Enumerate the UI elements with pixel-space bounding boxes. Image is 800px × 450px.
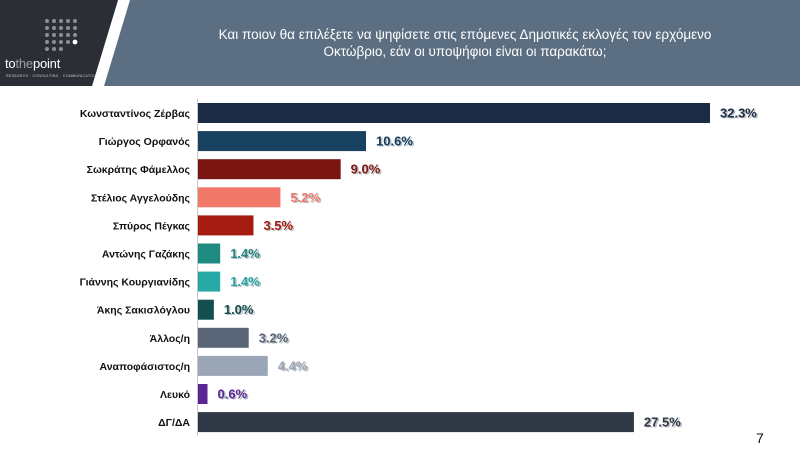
bar	[198, 299, 214, 320]
logo-wordmark-the: the	[15, 56, 33, 71]
bar-chart: Κωνσταντίνος Ζέρβας 32.3%32.3%Γιώργος Ορφ…	[80, 99, 759, 437]
category-label: Λευκό	[160, 389, 190, 401]
bar	[198, 131, 367, 152]
value-label-shadow: 1.4%	[232, 247, 262, 262]
value-label-shadow: 1.4%	[232, 275, 262, 290]
page-title-line-1: Και ποιον θα επιλέξετε να ψηφίσετε στις …	[218, 27, 712, 42]
bar	[198, 243, 221, 264]
bar	[198, 327, 249, 348]
category-label: Στέλιος Αγγελούδης	[91, 192, 191, 204]
value-label: 9.0%	[351, 162, 381, 177]
logo-wordmark: tothepoint	[5, 56, 60, 71]
value-label: 1.0%	[224, 302, 254, 317]
page-title-line-2: Οκτώβριο, εάν οι υποψήφιοι είναι οι παρα…	[323, 44, 607, 59]
value-label-shadow: 10.6%	[378, 135, 415, 150]
value-label-shadow: 9.0%	[352, 163, 382, 178]
bar	[198, 412, 634, 433]
bar	[198, 187, 281, 208]
category-label: Άκης Σακισλόγλου	[97, 305, 190, 317]
category-label: ΔΓ/ΔΑ	[158, 417, 190, 429]
logo-wordmark-point: point	[32, 56, 61, 71]
value-label: 1.4%	[230, 274, 260, 289]
value-label-shadow: 1.0%	[225, 303, 255, 318]
value-label-shadow: 4.4%	[279, 359, 309, 374]
logo-dot-grid-icon	[45, 19, 78, 51]
bar	[198, 384, 208, 404]
category-label: Αντώνης Γαζάκης	[102, 249, 191, 261]
value-label-shadow: 27.5%	[645, 416, 682, 431]
value-label-shadow: 3.2%	[260, 331, 290, 346]
bar	[198, 215, 254, 236]
value-label: 4.4%	[278, 358, 308, 373]
value-label: 10.6%	[376, 134, 413, 149]
category-label: Σπύρος Πέγκας	[113, 220, 191, 232]
logo-tagline: RESEARCH · CONSULTING · COMMUNICATION	[6, 74, 98, 78]
bar	[198, 271, 221, 292]
value-label: 0.6%	[218, 387, 248, 402]
category-label: Σωκράτης Φάμελλος	[87, 164, 191, 176]
category-label: Άλλος/η	[150, 333, 190, 345]
value-label-shadow: 0.6%	[219, 388, 249, 403]
page-title: Και ποιον θα επιλέξετε να ψηφίσετε στις …	[150, 26, 780, 60]
header-bar	[0, 0, 800, 86]
bar	[198, 103, 710, 123]
value-label: 5.2%	[290, 190, 320, 205]
value-label: 27.5%	[644, 415, 681, 430]
logo-wordmark-to: to	[5, 56, 16, 71]
value-label: 1.4%	[230, 246, 260, 261]
value-label: 3.5%	[263, 218, 293, 233]
value-label-shadow: 3.5%	[265, 219, 295, 234]
category-label: Γιάννης Κουργιανίδης	[80, 277, 191, 289]
category-label: Κωνσταντίνος Ζέρβας	[80, 108, 191, 120]
value-label-shadow: 5.2%	[292, 191, 322, 206]
value-label-shadow: 32.3%	[722, 107, 759, 122]
bar	[198, 159, 341, 180]
value-label: 32.3%	[720, 106, 757, 121]
value-label: 3.2%	[259, 330, 289, 345]
page-number: 7	[756, 430, 764, 446]
bar	[198, 355, 268, 376]
category-label: Γιώργος Ορφανός	[99, 136, 191, 148]
category-label: Αναποφάσιστος/η	[100, 361, 191, 373]
